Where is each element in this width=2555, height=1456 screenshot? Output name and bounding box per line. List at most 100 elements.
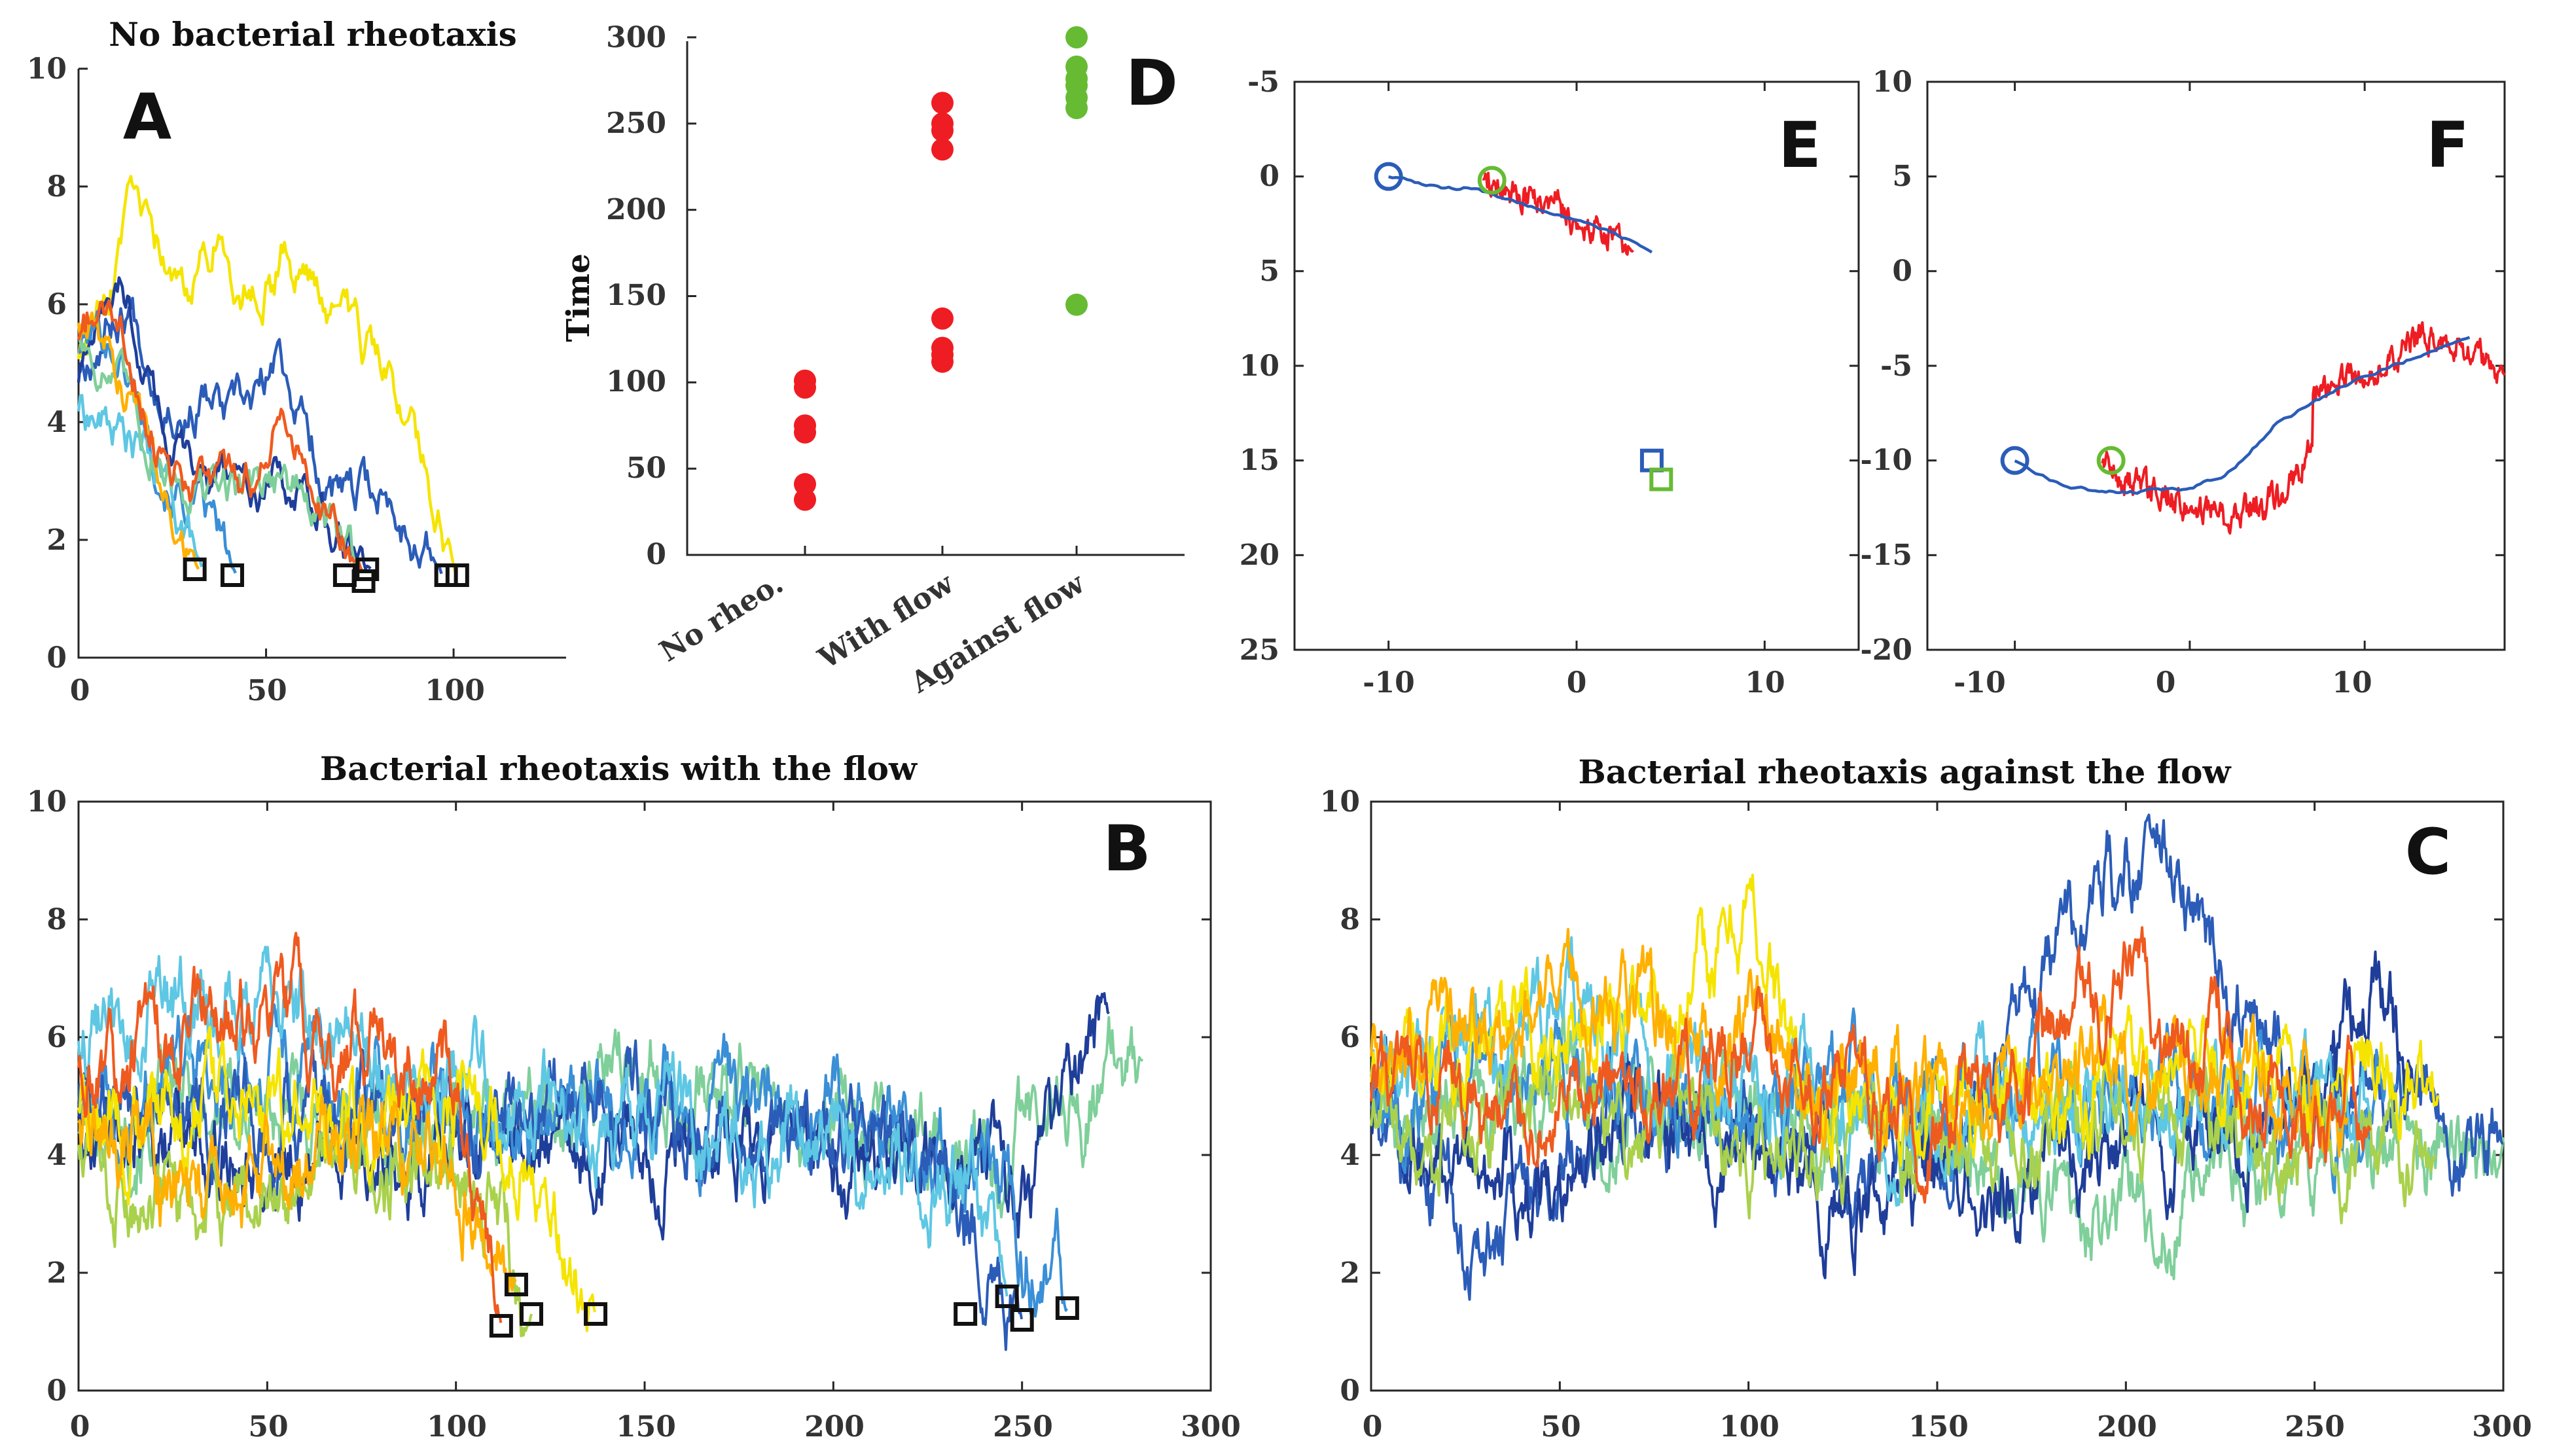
panel-e-ticks bbox=[1295, 80, 1859, 651]
panel-b-ytick: 10 bbox=[27, 785, 67, 819]
series-line bbox=[77, 299, 364, 572]
series-line bbox=[1370, 1050, 2437, 1224]
panel-a-ytick: 2 bbox=[46, 524, 67, 557]
panel-b-xtick: 0 bbox=[70, 1410, 90, 1444]
series-line bbox=[77, 946, 1009, 1297]
panel-c-xtick: 0 bbox=[1363, 1410, 1383, 1444]
swimmer-path bbox=[2014, 336, 2471, 495]
scatter-point bbox=[1065, 293, 1088, 316]
panel-b-series bbox=[77, 931, 1144, 1351]
bacteria-path bbox=[1482, 171, 1634, 256]
end-marker bbox=[489, 1314, 513, 1338]
panel-e-xtick: 0 bbox=[1567, 666, 1587, 700]
panel-d-ticks bbox=[687, 36, 1078, 556]
panel-c-xtick: 200 bbox=[2097, 1410, 2157, 1444]
panel-e-xtick: -10 bbox=[1363, 666, 1415, 700]
scatter-point bbox=[931, 307, 954, 330]
panel-f-frame bbox=[1926, 80, 2506, 651]
panel-b-xtick: 100 bbox=[427, 1410, 487, 1444]
panel-f-ytick: -10 bbox=[1861, 444, 1913, 477]
panel-a-title: No bacterial rheotaxis bbox=[109, 15, 517, 54]
panel-c-xtick: 50 bbox=[1541, 1410, 1581, 1444]
panel-c-letter: C bbox=[2405, 815, 2451, 889]
panel-d-ytick: 200 bbox=[606, 193, 666, 226]
end-marker bbox=[1649, 467, 1673, 491]
panel-b-xtick: 300 bbox=[1181, 1410, 1241, 1444]
panel-a-markers bbox=[183, 558, 469, 593]
panel-e-ytick: -5 bbox=[1247, 65, 1279, 99]
panel-f-ticks bbox=[1927, 80, 2505, 651]
panel-c-xtick: 100 bbox=[1719, 1410, 1779, 1444]
panel-e-ytick: 25 bbox=[1240, 633, 1279, 667]
end-marker bbox=[954, 1302, 978, 1326]
panel-c: Bacterial rheotaxis against the flow C 0… bbox=[1320, 753, 2532, 1444]
panel-d-points bbox=[794, 26, 1088, 511]
panel-d-ytick: 150 bbox=[606, 279, 666, 312]
panel-a-letter: A bbox=[123, 80, 171, 154]
panel-a: No bacterial rheotaxis A 0 2 4 6 8 10 0 … bbox=[27, 15, 566, 707]
end-marker bbox=[504, 1273, 528, 1296]
end-marker bbox=[445, 563, 469, 587]
panel-f-xtick: 0 bbox=[2156, 666, 2176, 700]
panel-c-ytick: 2 bbox=[1340, 1256, 1360, 1290]
panel-e-ytick: 20 bbox=[1240, 539, 1279, 572]
scatter-point bbox=[931, 92, 954, 115]
panel-b-ytick: 4 bbox=[46, 1139, 67, 1172]
panel-d-ytick: 0 bbox=[646, 538, 666, 571]
series-line bbox=[77, 175, 458, 574]
end-marker bbox=[220, 563, 244, 587]
panel-f-ytick: 0 bbox=[1892, 255, 1912, 288]
panel-b-xtick: 250 bbox=[993, 1410, 1053, 1444]
scatter-point bbox=[1065, 26, 1088, 48]
panel-e-letter: E bbox=[1778, 109, 1821, 182]
panel-c-xtick: 150 bbox=[1908, 1410, 1969, 1444]
series-line bbox=[77, 311, 200, 570]
end-marker bbox=[332, 563, 357, 587]
panel-c-ytick: 8 bbox=[1340, 903, 1360, 936]
scatter-point bbox=[794, 369, 816, 392]
end-marker bbox=[995, 1285, 1019, 1308]
end-marker bbox=[520, 1302, 543, 1326]
end-marker bbox=[183, 558, 207, 581]
panel-b-ytick: 0 bbox=[46, 1374, 67, 1408]
panel-c-ytick: 6 bbox=[1340, 1021, 1360, 1054]
series-line bbox=[77, 1025, 596, 1332]
series-line bbox=[77, 1086, 517, 1292]
series-line bbox=[77, 1039, 1024, 1351]
bacteria-path bbox=[2101, 321, 2506, 535]
panel-d-ytick: 300 bbox=[606, 21, 666, 54]
panel-b-markers bbox=[489, 1273, 1079, 1338]
panel-a-ytick: 4 bbox=[46, 406, 67, 439]
end-marker bbox=[355, 558, 380, 581]
panel-a-xtick: 100 bbox=[425, 674, 485, 707]
panel-a-ytick: 10 bbox=[27, 52, 67, 86]
end-marker bbox=[1055, 1296, 1079, 1320]
panel-c-ytick: 10 bbox=[1320, 785, 1360, 819]
panel-d-ytick: 50 bbox=[626, 452, 666, 485]
series-line bbox=[1370, 928, 2350, 1158]
panel-c-ytick: 4 bbox=[1340, 1139, 1360, 1172]
series-line bbox=[77, 296, 443, 575]
panel-f-xtick: -10 bbox=[1954, 666, 2006, 700]
panel-e-ytick: 15 bbox=[1240, 444, 1279, 477]
panel-e-ytick: 0 bbox=[1259, 160, 1279, 193]
panel-e: E -5 0 5 10 15 20 25 -10 0 10 bbox=[1240, 65, 1860, 700]
panel-e-markers bbox=[1374, 162, 1673, 491]
series-line bbox=[78, 310, 237, 574]
panel-a-series bbox=[77, 175, 458, 575]
panel-b-ytick: 6 bbox=[46, 1021, 67, 1054]
panel-d-xtick: No rheo. bbox=[654, 567, 789, 669]
panel-b-letter: B bbox=[1103, 812, 1151, 885]
swimmer-path bbox=[1388, 175, 1653, 254]
panel-b-xtick: 200 bbox=[804, 1410, 865, 1444]
panel-c-xtick: 250 bbox=[2285, 1410, 2345, 1444]
panel-d-ytick: 250 bbox=[606, 107, 666, 140]
panel-b-title: Bacterial rheotaxis with the flow bbox=[320, 749, 918, 788]
scatter-point bbox=[931, 138, 954, 161]
start-marker bbox=[1477, 166, 1507, 195]
panel-c-ytick: 0 bbox=[1340, 1374, 1360, 1408]
panel-d-letter: D bbox=[1126, 46, 1178, 120]
panel-f: F 10 5 0 -5 -10 -15 -20 -10 0 10 bbox=[1861, 65, 2506, 700]
panel-b: Bacterial rheotaxis with the flow B 0 2 … bbox=[27, 749, 1241, 1444]
